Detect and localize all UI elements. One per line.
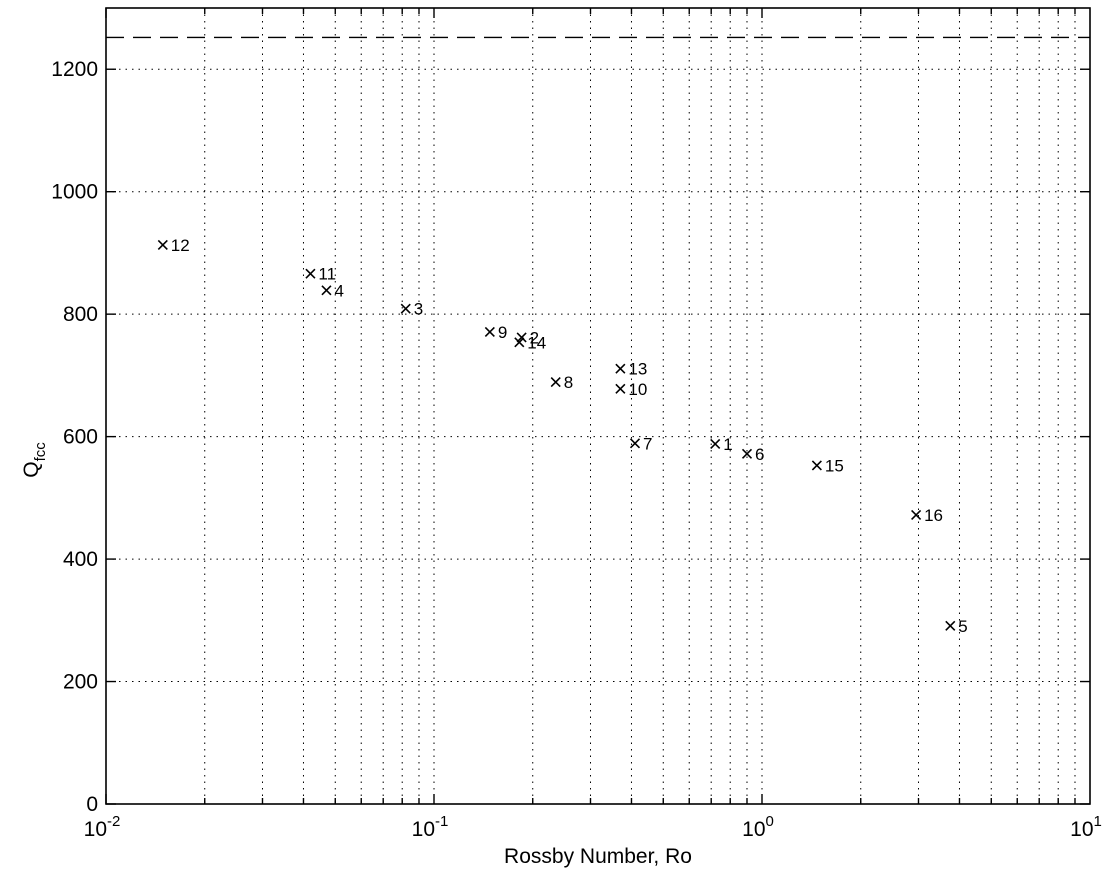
data-point-16: 16 <box>911 506 943 525</box>
point-label: 6 <box>755 445 764 464</box>
data-point-4: 4 <box>321 281 344 300</box>
x-tick-label-base: 10 <box>412 818 435 841</box>
point-marker-stroke <box>516 332 527 343</box>
point-marker-stroke <box>911 509 922 521</box>
point-label: 9 <box>498 323 507 342</box>
data-point-11: 11 <box>305 265 336 284</box>
x-tick-label-base: 10 <box>84 818 107 841</box>
point-marker-stroke <box>550 377 561 388</box>
point-marker-stroke <box>305 268 316 279</box>
point-label: 5 <box>958 617 967 636</box>
data-point-7: 7 <box>629 434 652 453</box>
point-marker-stroke <box>157 239 168 251</box>
point-label: 1 <box>723 435 732 454</box>
point-marker-stroke <box>945 620 956 631</box>
y-tick-label: 600 <box>63 426 98 449</box>
data-point-3: 3 <box>400 300 423 319</box>
data-point-8: 8 <box>550 373 573 392</box>
point-marker-stroke <box>741 448 753 459</box>
point-marker-stroke <box>400 303 411 314</box>
point-marker-stroke <box>321 285 332 296</box>
point-marker-stroke <box>615 383 626 394</box>
point-label: 7 <box>643 434 652 453</box>
x-tick-label-base: 10 <box>1070 818 1093 841</box>
point-label: 14 <box>527 333 546 352</box>
x-tick-label: 10-1 <box>412 813 449 841</box>
point-label: 11 <box>318 265 336 284</box>
data-point-1: 1 <box>710 435 733 454</box>
data-point-15: 15 <box>811 456 844 475</box>
data-point-10: 10 <box>615 380 647 399</box>
x-tick-label-exponent: -1 <box>435 813 448 830</box>
point-label: 10 <box>628 380 647 399</box>
y-tick-label: 0 <box>86 793 98 816</box>
point-label: 13 <box>628 360 647 379</box>
x-tick-label: 10-2 <box>84 813 121 841</box>
x-tick-label-exponent: 0 <box>766 813 774 830</box>
point-marker-stroke <box>615 363 626 374</box>
y-tick-label: 200 <box>63 671 98 694</box>
point-label: 2 <box>530 328 539 347</box>
x-tick-label-exponent: 1 <box>1094 813 1102 830</box>
axis-ticks <box>105 8 1090 805</box>
data-point-12: 12 <box>157 236 190 255</box>
data-point-2: 2 <box>516 328 539 347</box>
x-tick-label-exponent: -2 <box>107 813 120 830</box>
point-marker-stroke <box>629 438 641 449</box>
y-tick-label: 400 <box>63 548 98 571</box>
point-marker-stroke <box>811 460 822 471</box>
x-tick-label: 100 <box>742 813 774 841</box>
x-axis-label: Rossby Number, Ro <box>504 845 692 868</box>
point-marker-stroke <box>484 326 495 337</box>
data-point-5: 5 <box>945 617 968 636</box>
point-marker-stroke <box>710 438 721 450</box>
point-label: 16 <box>924 506 943 525</box>
y-tick-label: 1000 <box>51 181 98 204</box>
y-axis-label: Qfcc <box>20 442 49 478</box>
x-tick-label-base: 10 <box>742 818 765 841</box>
y-axis-label-subscript: fcc <box>32 442 49 462</box>
point-label: 4 <box>334 281 343 300</box>
point-label: 3 <box>414 300 423 319</box>
data-point-14: 14 <box>514 333 546 352</box>
point-label: 8 <box>564 373 573 392</box>
y-axis-label-main: Q <box>20 461 43 477</box>
plot-frame <box>105 7 1091 805</box>
point-label: 15 <box>825 456 844 475</box>
point-label: 12 <box>171 236 190 255</box>
grid <box>106 8 1090 804</box>
x-tick-label: 101 <box>1070 813 1102 841</box>
point-marker-stroke <box>514 337 525 348</box>
data-point-9: 9 <box>484 323 507 342</box>
y-tick-label: 800 <box>63 303 98 326</box>
data-point-6: 6 <box>741 445 764 464</box>
y-tick-label: 1200 <box>51 58 98 81</box>
data-point-13: 13 <box>615 360 647 379</box>
